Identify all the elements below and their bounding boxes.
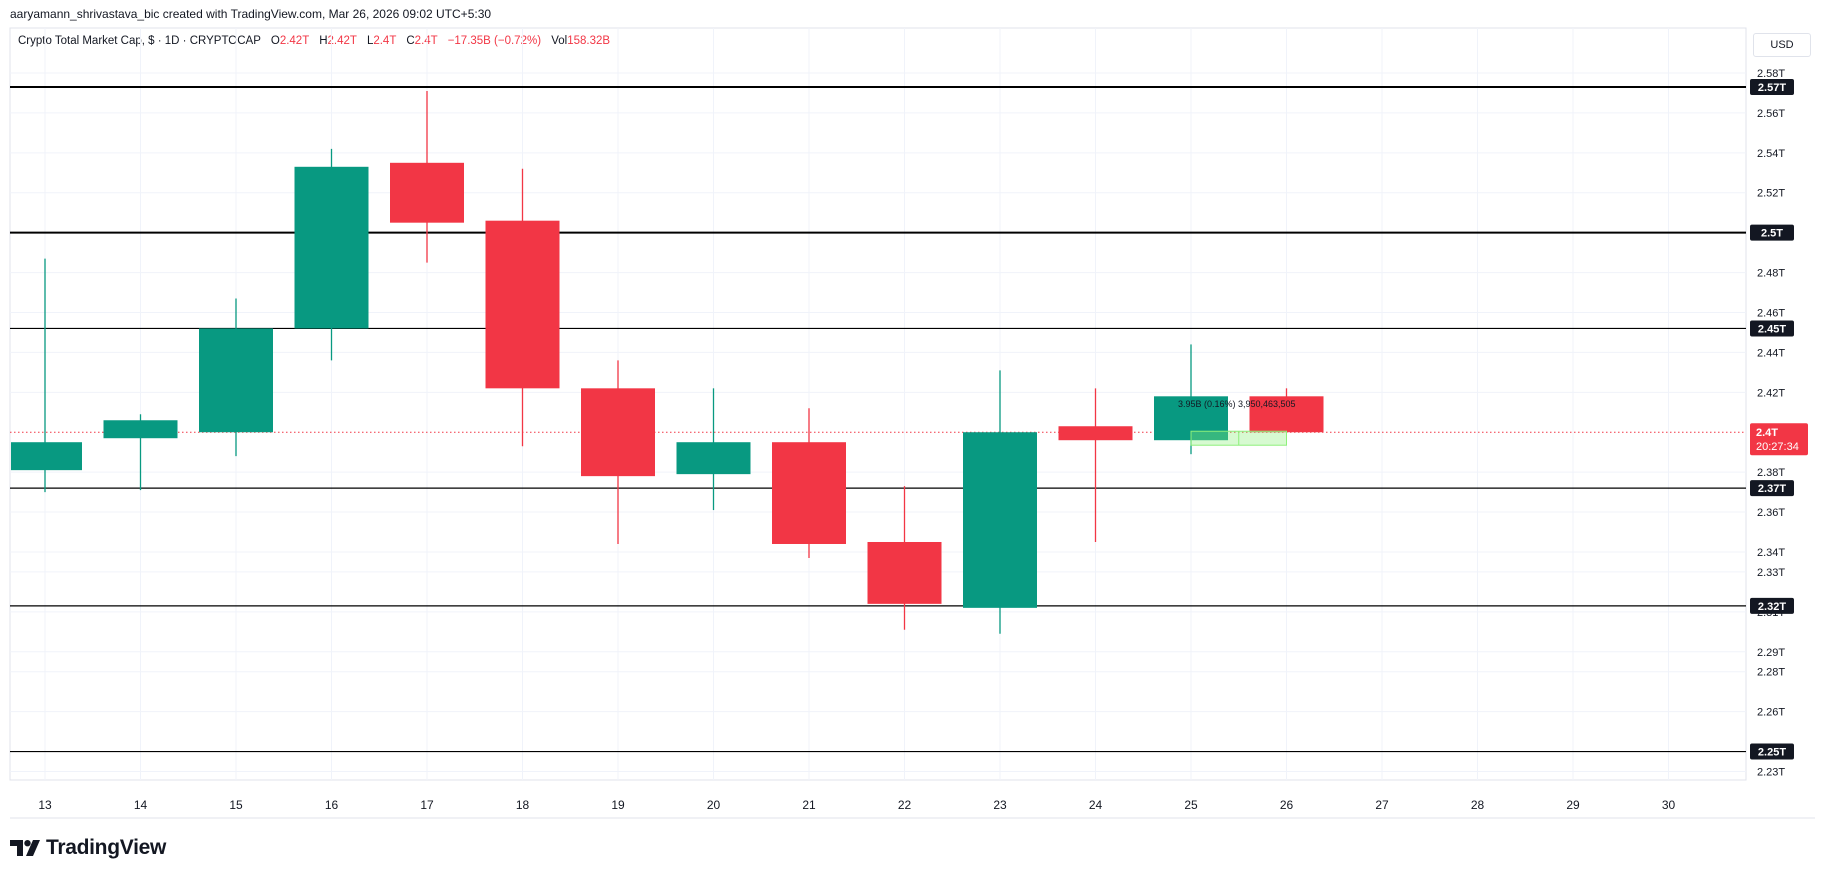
volume-label: Vol xyxy=(551,35,568,47)
candle-body xyxy=(1249,396,1324,433)
y-tick-label: 2.44T xyxy=(1757,347,1785,359)
low-value: 2.4T xyxy=(373,35,397,47)
x-tick-label: 25 xyxy=(1184,798,1198,812)
y-tick-label: 2.38T xyxy=(1757,467,1785,479)
logo-text: TradingView xyxy=(46,836,167,859)
x-tick-label: 13 xyxy=(38,798,52,812)
measure-tool: 3.95B (0.16%) 3,950,463,505 xyxy=(1178,399,1296,446)
level-badge xyxy=(1750,480,1794,497)
time-axis[interactable]: 13 14 15 16 17 18 19 20 21 22 23 24 25 26 27 28 29 30 xyxy=(38,798,1675,812)
y-tick-label: 2.46T xyxy=(1757,307,1785,319)
tradingview-logo: TradingView xyxy=(10,836,166,860)
x-tick-label: 17 xyxy=(420,798,434,812)
low-label: L xyxy=(366,35,374,47)
level-badge xyxy=(1750,320,1794,337)
level-badge-label: 2.57T xyxy=(1758,82,1786,94)
x-tick-label: 15 xyxy=(229,798,243,812)
y-tick-label: 2.26T xyxy=(1757,707,1785,719)
candle-body xyxy=(485,220,560,389)
candle-body xyxy=(103,420,178,439)
last-price-label: 2.4T xyxy=(1756,427,1778,439)
high-value: 2.42T xyxy=(327,35,357,47)
plot-frame xyxy=(9,27,1747,781)
level-badge-label: 2.45T xyxy=(1758,323,1786,335)
y-tick-label: 2.54T xyxy=(1757,148,1785,160)
level-badge-label: 2.5T xyxy=(1761,228,1783,240)
y-tick-label: 2.29T xyxy=(1757,647,1785,659)
x-tick-label: 21 xyxy=(802,798,816,812)
x-tick-label: 22 xyxy=(898,798,912,812)
y-tick-label: 2.56T xyxy=(1757,108,1785,120)
tradingview-logo-icon xyxy=(10,840,40,856)
x-tick-label: 28 xyxy=(1471,798,1485,812)
horizontal-levels xyxy=(10,85,1746,753)
measure-label: 3.95B (0.16%) 3,950,463,505 xyxy=(1178,399,1296,409)
close-value: 2.4T xyxy=(414,35,438,47)
x-tick-label: 29 xyxy=(1566,798,1580,812)
symbol-title[interactable]: Crypto Total Market Cap, $ · 1D · CRYPTO… xyxy=(18,35,261,47)
level-badge-label: 2.25T xyxy=(1758,747,1786,759)
close-label: C xyxy=(406,35,415,47)
candle-body xyxy=(772,442,846,544)
open-label: O xyxy=(270,35,280,47)
candle-body xyxy=(390,162,464,223)
y-tick-label: 2.23T xyxy=(1757,767,1785,779)
y-tick-label: 2.28T xyxy=(1757,667,1785,679)
y-tick-label: 2.52T xyxy=(1757,188,1785,200)
candlestick-chart[interactable]: 3.95B (0.16%) 3,950,463,505 2.23T2.26T2.… xyxy=(0,0,1825,830)
volume-value: 158.32B xyxy=(567,35,611,47)
x-tick-label: 27 xyxy=(1375,798,1389,812)
y-tick-label: 2.58T xyxy=(1757,68,1785,80)
candle-body xyxy=(676,442,751,475)
x-tick-label: 24 xyxy=(1089,798,1103,812)
x-tick-label: 23 xyxy=(993,798,1007,812)
symbol-legend: Crypto Total Market Cap, $ · 1D · CRYPTO… xyxy=(18,35,610,47)
y-tick-label: 2.33T xyxy=(1757,567,1785,579)
open-value: 2.42T xyxy=(279,35,310,47)
high-label: H xyxy=(319,35,328,47)
y-tick-label: 2.34T xyxy=(1757,547,1785,559)
candle-body xyxy=(11,442,82,471)
candles xyxy=(11,90,1324,634)
y-tick-label: 2.42T xyxy=(1757,387,1785,399)
x-tick-label: 30 xyxy=(1662,798,1676,812)
y-tick-label: 2.48T xyxy=(1757,268,1785,280)
candle-body xyxy=(1058,426,1133,441)
level-badge xyxy=(1750,224,1794,241)
candle-body xyxy=(199,328,273,433)
candle-body xyxy=(294,166,369,329)
candle-body xyxy=(867,541,942,604)
price-axis-badges: 2.57T 2.5T 2.45T 2.37T 2.32T 2.25T 2.4T 20:27:3… xyxy=(1750,78,1808,760)
x-tick-label: 16 xyxy=(325,798,339,812)
grid-lines xyxy=(9,27,1815,819)
change-value: −17.35B (−0.72%) xyxy=(447,35,542,47)
level-badge xyxy=(1750,743,1794,760)
x-tick-label: 19 xyxy=(611,798,625,812)
level-badge xyxy=(1750,597,1794,614)
x-tick-label: 14 xyxy=(134,798,148,812)
chart-attribution: aaryamann_shrivastava_bic created with T… xyxy=(10,7,492,21)
last-price-badge xyxy=(1750,423,1808,456)
candle-body xyxy=(963,432,1037,608)
x-tick-label: 20 xyxy=(707,798,721,812)
x-tick-label: 26 xyxy=(1280,798,1294,812)
x-tick-label: 18 xyxy=(516,798,530,812)
level-badge xyxy=(1750,78,1794,95)
candle-body xyxy=(581,388,655,477)
level-badge-label: 2.32T xyxy=(1758,601,1786,613)
y-tick-label: 2.36T xyxy=(1757,507,1785,519)
countdown-label: 20:27:34 xyxy=(1756,441,1799,453)
level-badge-label: 2.37T xyxy=(1758,483,1786,495)
currency-button[interactable]: USD xyxy=(1753,33,1811,57)
